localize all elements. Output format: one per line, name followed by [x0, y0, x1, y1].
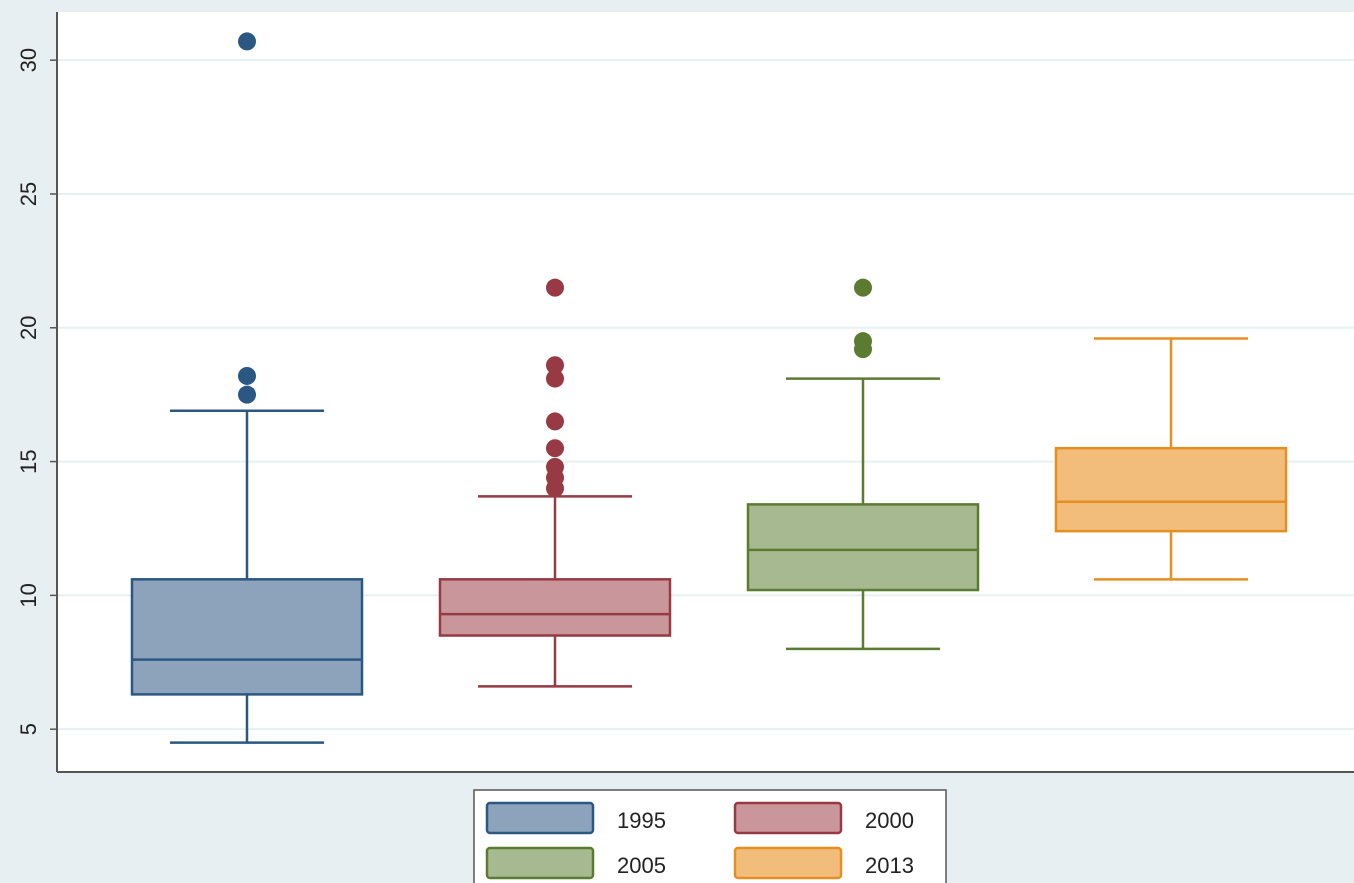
legend-label: 2005	[617, 853, 666, 878]
y-tick-label: 15	[16, 449, 41, 473]
box	[1054, 446, 1288, 533]
outlier	[854, 278, 872, 297]
y-tick-label: 25	[16, 182, 41, 206]
outlier	[238, 32, 256, 51]
y-tick-label: 10	[16, 583, 41, 607]
legend-key	[485, 801, 595, 835]
legend-label: 1995	[617, 808, 666, 833]
outlier	[546, 278, 564, 297]
outlier	[546, 457, 564, 476]
y-tick-label: 20	[16, 316, 41, 340]
box	[130, 578, 364, 696]
legend-label: 2000	[865, 808, 914, 833]
outlier	[238, 385, 256, 404]
outlier	[238, 366, 256, 385]
outlier	[546, 369, 564, 388]
outlier	[546, 439, 564, 458]
outlier	[546, 412, 564, 431]
legend-key	[733, 801, 843, 835]
legend-key	[485, 846, 595, 880]
legend-key	[733, 846, 843, 880]
y-tick-label: 5	[16, 723, 41, 735]
box	[746, 503, 980, 592]
legend-label: 2013	[865, 853, 914, 878]
outlier	[854, 332, 872, 351]
outlier	[546, 356, 564, 375]
y-tick-label: 30	[16, 48, 41, 72]
box	[438, 578, 672, 637]
